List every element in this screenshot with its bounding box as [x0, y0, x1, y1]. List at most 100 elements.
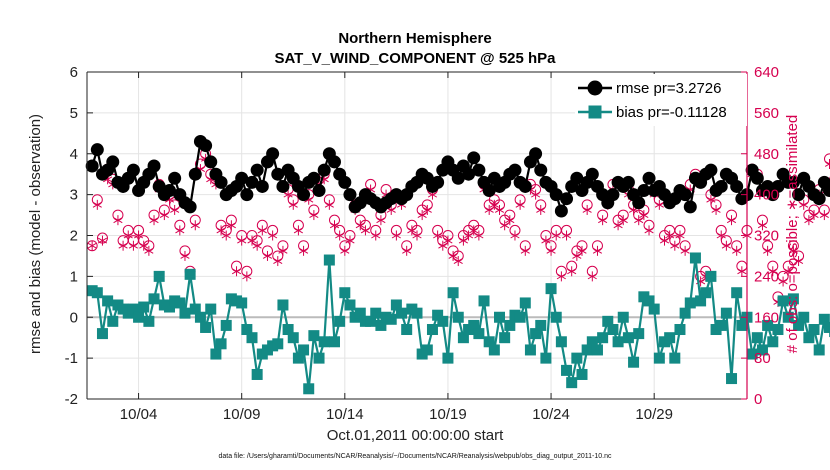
y-tick-label: 5	[70, 105, 78, 122]
bias-point	[818, 313, 830, 325]
obs-assimilated-point	[592, 245, 603, 256]
obs-assimilated-point	[345, 235, 355, 246]
obs-assimilated-point	[226, 220, 236, 231]
bias-point	[715, 319, 727, 331]
obs-assimilated-point	[123, 230, 133, 241]
bias-point	[308, 330, 320, 342]
bias-point	[179, 307, 191, 319]
obs-assimilated-point	[675, 230, 685, 241]
bias-point	[617, 311, 629, 323]
bias-point	[287, 332, 299, 344]
obs-assimilated-point	[128, 240, 138, 251]
obs-assimilated-point	[732, 245, 742, 256]
rmse-point	[183, 200, 197, 214]
bias-point	[488, 344, 500, 356]
y2-tick-label: 160	[754, 309, 779, 326]
bias-point	[643, 295, 655, 307]
obs-assimilated-point	[572, 250, 582, 261]
obs-assimilated-point	[768, 266, 778, 277]
axes	[86, 71, 748, 400]
rmse-point	[508, 163, 522, 177]
rmse-series	[85, 134, 830, 218]
obs-assimilated-point	[133, 230, 144, 241]
obs-assimilated-point	[587, 271, 597, 282]
obs-assimilated-point	[634, 215, 644, 226]
y-tick-label: 0	[70, 309, 78, 326]
rmse-point	[250, 163, 264, 177]
rmse-point	[472, 163, 486, 177]
bias-point	[215, 338, 227, 350]
bias-point	[705, 270, 717, 282]
data-file-footnote: data file: /Users/gharamti/Documents/NCA…	[218, 453, 612, 460]
bias-point	[138, 301, 150, 313]
y2-tick-label: 80	[754, 350, 771, 367]
rmse-point	[245, 175, 259, 189]
bias-point	[751, 332, 763, 344]
bias-point	[746, 348, 758, 360]
rmse-point	[214, 175, 228, 189]
obs-assimilated-point	[582, 204, 592, 215]
obs-assimilated-point	[221, 230, 231, 241]
bias-point	[674, 324, 686, 336]
rmse-point	[204, 155, 218, 169]
obs-assimilated-point	[97, 235, 108, 246]
obs-assimilated-point	[639, 210, 649, 221]
bias-point	[798, 311, 810, 323]
bias-point	[189, 303, 201, 315]
obs-assimilated-point	[144, 245, 154, 256]
obs-assimilated-point	[242, 271, 252, 282]
obs-assimilated-point	[453, 256, 463, 267]
obs-assimilated-point	[247, 235, 257, 246]
bias-point	[452, 311, 464, 323]
obs-assimilated-point	[273, 256, 283, 267]
bias-point	[607, 324, 619, 336]
bias-point	[555, 336, 567, 348]
bias-point	[602, 315, 614, 327]
rmse-point	[585, 167, 599, 181]
bias-point	[133, 311, 145, 323]
bias-point	[519, 297, 531, 309]
rmse-point	[307, 171, 321, 185]
bias-point	[313, 352, 325, 364]
obs-assimilated-point	[433, 230, 443, 241]
bias-point	[200, 321, 212, 333]
y2-tick-label: 320	[754, 228, 779, 245]
bias-point	[535, 319, 547, 331]
obs-assimilated-point	[726, 215, 737, 226]
obs-assimilated-point	[231, 266, 242, 277]
obs-assimilated-point	[659, 235, 670, 246]
obs-assimilated-point	[412, 230, 422, 241]
obs-assimilated-point	[407, 225, 417, 236]
bias-point	[530, 328, 542, 340]
rmse-point	[518, 179, 532, 193]
rmse-point	[106, 155, 120, 169]
obs-assimilated-point	[309, 210, 319, 221]
obs-assimilated-point	[778, 276, 788, 287]
y-tick-label: 2	[70, 228, 78, 245]
bias-point	[148, 293, 160, 305]
obs-assimilated-point	[788, 245, 798, 256]
bias-point	[782, 311, 794, 323]
x-tick-label: 10/29	[635, 406, 673, 423]
bias-point	[700, 287, 712, 299]
rmse-point	[632, 196, 646, 210]
bias-point	[194, 311, 206, 323]
obs-assimilated-point	[500, 220, 510, 231]
obs-assimilated-point	[644, 225, 654, 236]
obs-assimilated-point	[804, 215, 814, 226]
x-tick-label: 10/14	[326, 406, 364, 423]
obs-assimilated-point	[783, 266, 793, 277]
obs-assimilated-point	[180, 250, 190, 261]
legend-rmse-marker	[587, 80, 603, 96]
obs-assimilated-point	[654, 199, 664, 210]
rmse-point	[90, 143, 104, 157]
obs-assimilated-point	[87, 240, 97, 251]
bias-point	[292, 352, 304, 364]
rmse-point	[529, 147, 543, 161]
bias-point	[648, 303, 660, 315]
rmse-point	[482, 184, 496, 198]
legend-rmse-label: rmse pr=3.2726	[616, 80, 721, 97]
obs-assimilated-point	[139, 240, 149, 251]
rmse-point	[812, 192, 826, 206]
bias-point	[365, 315, 377, 327]
